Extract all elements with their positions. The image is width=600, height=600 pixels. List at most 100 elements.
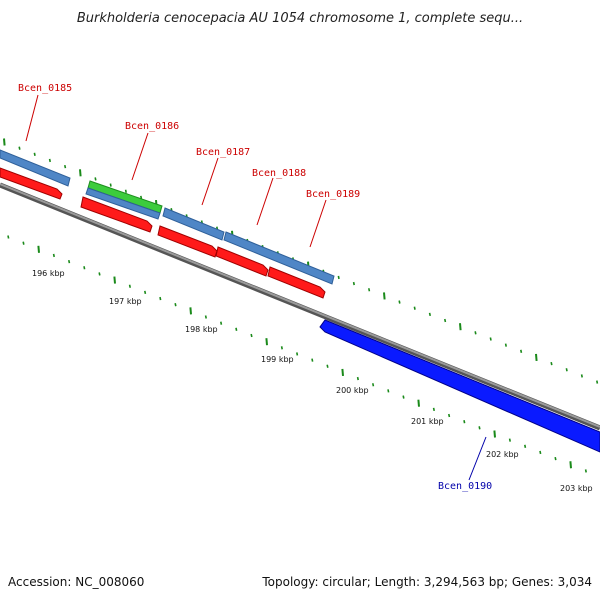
gene-label-0190[interactable]: Bcen_0190: [438, 481, 492, 492]
pointer-0190: [468, 436, 487, 481]
cds-track: [0, 149, 335, 285]
pointer-0187: [201, 157, 219, 206]
pointer-0189: [309, 199, 327, 248]
sequence-info-text: Topology: circular; Length: 3,294,563 bp…: [261, 575, 592, 589]
major-tick: [383, 292, 386, 300]
accession-text: Accession: NC_008060: [8, 575, 144, 589]
minor-tick: [326, 364, 329, 368]
minor-tick: [402, 395, 405, 399]
minor-tick: [174, 303, 177, 307]
scale-label: 199 kbp: [261, 355, 294, 364]
minor-tick: [250, 333, 253, 338]
minor-tick: [596, 380, 599, 384]
minor-tick: [524, 444, 527, 448]
gene-labels: Bcen_0185 Bcen_0186 Bcen_0187 Bcen_0188 …: [18, 83, 492, 492]
minor-tick: [584, 469, 587, 473]
scale-label: 198 kbp: [185, 325, 218, 334]
minor-tick: [48, 158, 51, 163]
major-tick: [189, 307, 192, 315]
gene-label-lines: [25, 94, 487, 481]
minor-tick: [144, 290, 147, 295]
scale-label: 203 kbp: [560, 484, 593, 493]
gene-label-0187[interactable]: Bcen_0187: [196, 147, 250, 158]
cds-bar-0185[interactable]: [0, 149, 71, 187]
minor-tick: [33, 152, 36, 156]
minor-tick: [448, 413, 451, 418]
minor-tick: [159, 296, 162, 301]
minor-tick: [109, 183, 112, 187]
gene-label-0185[interactable]: Bcen_0185: [18, 83, 72, 94]
minor-tick: [83, 266, 86, 270]
minor-tick: [413, 306, 416, 310]
major-tick: [535, 353, 538, 362]
minor-tick: [220, 321, 223, 325]
major-tick: [341, 368, 344, 377]
minor-tick: [94, 177, 97, 181]
major-tick: [79, 169, 82, 177]
minor-tick: [235, 327, 238, 331]
major-tick: [493, 430, 496, 438]
minor-tick: [508, 438, 511, 442]
scale-label: 201 kbp: [411, 417, 444, 426]
minor-tick: [580, 374, 583, 378]
minor-tick: [432, 407, 435, 412]
major-tick: [113, 276, 116, 284]
minor-tick: [64, 164, 67, 169]
minor-tick: [463, 420, 466, 424]
minor-tick: [387, 389, 390, 393]
gene-label-0189[interactable]: Bcen_0189: [306, 189, 360, 200]
minor-tick: [18, 146, 21, 150]
major-tick: [459, 323, 462, 331]
minor-tick: [296, 352, 299, 356]
pointer-0188: [256, 177, 274, 226]
cds-bar-0188-0189[interactable]: [223, 231, 335, 285]
minor-tick: [539, 450, 542, 455]
minor-tick: [550, 361, 553, 366]
minor-tick: [489, 337, 492, 341]
minor-tick: [204, 315, 207, 319]
gene-arrow-0185[interactable]: [0, 167, 63, 200]
map-title: Burkholderia cenocepacia AU 1054 chromos…: [77, 11, 523, 26]
minor-tick: [356, 376, 359, 381]
reverse-genes: [319, 319, 600, 453]
forward-genes: [0, 167, 326, 299]
gene-label-0188[interactable]: Bcen_0188: [252, 168, 306, 179]
minor-tick: [368, 288, 371, 292]
minor-tick: [68, 259, 71, 264]
minor-tick: [444, 318, 447, 323]
scale-label: 200 kbp: [336, 386, 369, 395]
minor-tick: [398, 300, 401, 304]
minor-tick: [565, 368, 568, 372]
minor-tick: [428, 312, 431, 317]
major-tick: [3, 138, 6, 146]
cds-bar-0187[interactable]: [162, 207, 225, 241]
minor-tick: [124, 189, 127, 193]
gene-arrow-0186[interactable]: [80, 196, 153, 233]
major-tick: [265, 338, 268, 346]
minor-tick: [280, 346, 283, 350]
minor-tick: [352, 281, 355, 286]
cds-bar-0186[interactable]: [85, 187, 161, 220]
gene-arrow-0190[interactable]: [319, 319, 600, 453]
minor-tick: [22, 241, 25, 245]
scale-label: 202 kbp: [486, 450, 519, 459]
major-tick: [37, 245, 40, 253]
gene-arrow-0189[interactable]: [267, 266, 326, 299]
scale-label: 196 kbp: [32, 269, 65, 278]
minor-tick: [520, 349, 523, 353]
gene-arrow-0188[interactable]: [215, 246, 269, 277]
pointer-0185: [25, 94, 39, 142]
genome-backbone: [0, 182, 600, 431]
major-tick: [569, 461, 572, 469]
minor-tick: [478, 426, 481, 430]
minor-tick: [128, 284, 131, 288]
minor-tick: [52, 253, 55, 258]
gene-label-0186[interactable]: Bcen_0186: [125, 121, 179, 132]
scale-label: 197 kbp: [109, 297, 142, 306]
minor-tick: [98, 272, 101, 276]
minor-tick: [337, 275, 340, 280]
minor-tick: [504, 343, 507, 347]
pointer-0186: [131, 132, 149, 181]
minor-tick: [311, 358, 314, 362]
